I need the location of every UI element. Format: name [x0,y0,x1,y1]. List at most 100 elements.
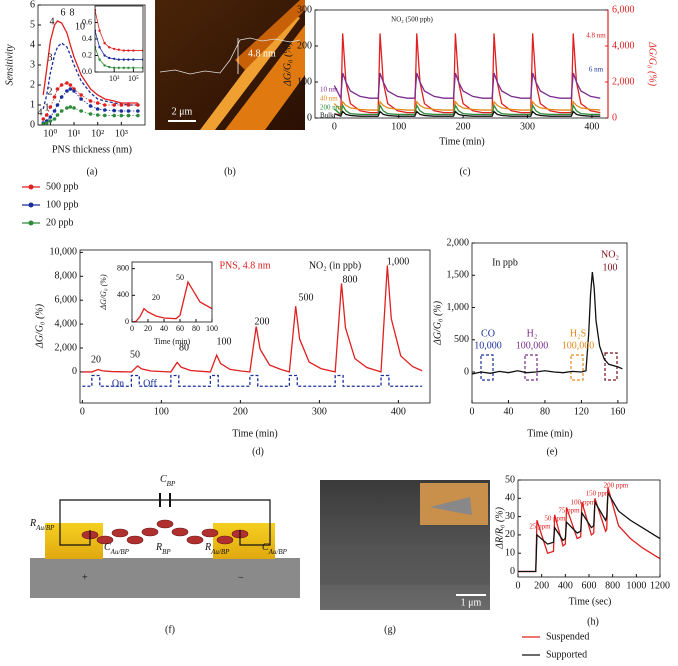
data-point [98,46,101,49]
y-tick-label: 30 [505,511,515,522]
label-sub: Au/BP [210,548,230,556]
height-profile [159,37,301,75]
series-line [42,42,138,110]
legend-label: 20 ppb [46,217,74,228]
exposure-windows [480,352,618,381]
label-sub: BP [167,480,176,488]
y-tick-label: 50 [505,474,515,485]
series-line [95,30,143,61]
x-tick-label: 0 [80,406,85,417]
circuit-label: CBP [160,474,176,487]
data-point [72,106,76,110]
data-point [88,99,93,103]
x-tick-label: 120 [574,406,589,417]
data-point [95,101,100,105]
annotation: In ppb [492,257,518,268]
panel-caption: (h) [587,616,599,627]
annotation: 50 [130,349,140,360]
y-tick-label: 2,000 [55,342,78,353]
x-tick-label: 1000 [626,580,646,591]
plot-frame [79,249,431,404]
y-tick-label: 10,000 [50,247,78,258]
x-tick-label: 600 [582,580,597,591]
y-tick-label: 2 [30,79,35,90]
y2-tick-label: 4,000 [612,40,635,51]
data-point [119,113,124,118]
circuit-wire [59,530,91,546]
annotation: 80 [179,342,189,353]
data-point [126,109,131,113]
panel-caption: (g) [384,624,396,635]
data-point [136,109,140,113]
annotation: 10 nm [320,86,338,94]
x-tick-label: 200 [456,121,471,132]
plot-frame [314,9,609,119]
annotation: 75 ppm [558,507,580,515]
data-point [98,29,101,32]
plot-frame [94,5,144,73]
afm-image: 4.8 nm 2 μm [155,0,305,130]
device-diagram: + − [30,493,300,598]
data-point [88,104,93,108]
data-point [132,58,135,61]
label-main: C [262,542,269,553]
y-tick-label: 0 [72,366,77,377]
polarity: + [82,572,88,583]
data-point [132,66,135,70]
plot-frame [131,261,213,323]
data-point [65,106,69,110]
data-point [126,113,131,118]
scale-label: 2 μm [172,106,193,117]
y-tick-label: 400 [117,290,129,299]
data-point [72,89,76,93]
series-line [333,103,601,116]
series-line [95,10,143,51]
y-tick-label: 200 [297,40,312,51]
exposure-box [480,354,494,381]
panel-caption: (d) [252,446,264,457]
annotation: 20 [152,293,160,302]
circuit-wire [239,530,271,546]
data-point [132,49,135,52]
y-tick-label: 0.6 [82,17,92,26]
data-point [136,103,140,107]
data-point [112,113,117,118]
y-axis-label: ΔR/R₀ (%) [494,506,505,550]
x-tick-label: 10⁵ [128,74,139,83]
data-point [88,112,93,116]
annotation: 1,000 [387,256,410,267]
annotation: NO₂ (500 ppb) [391,16,433,24]
series-line [334,33,601,116]
x-axis-label: Time (min) [154,337,191,346]
data-point [68,83,73,87]
annotation: 200 nm [320,104,342,112]
series-line [82,265,423,373]
label-main: C [160,474,167,485]
data-point [113,47,116,51]
data-point [98,58,101,61]
y2-tick-label: 6,000 [612,4,635,15]
panel-caption: (e) [546,446,557,457]
data-point [68,105,73,109]
x-tick-label: 300 [520,121,535,132]
legend-marker [28,220,34,226]
data-point [112,103,117,107]
y-tick-label: 0.2 [82,50,92,59]
y-tick-label: 2,000 [447,237,470,248]
panel-caption: (f) [165,624,175,635]
y-axis-label: ΔG/G₀ (%) [99,274,108,311]
x-tick-label: 10³ [115,128,128,139]
legend-label: 500 ppb [46,181,79,192]
annotation: 500 [299,292,314,303]
annotation: 10 [75,21,85,32]
data-point [48,119,53,123]
data-point [55,87,60,91]
trench [320,545,490,585]
y-axis-label: Sensitivity [4,44,15,86]
y-tick-label: 4,000 [55,318,78,329]
annotation: 800 [343,274,358,285]
label-main: R [204,542,211,553]
x-tick-label: 200 [233,406,248,417]
annotation: 100,000 [516,340,549,351]
legend-marker [28,202,34,208]
